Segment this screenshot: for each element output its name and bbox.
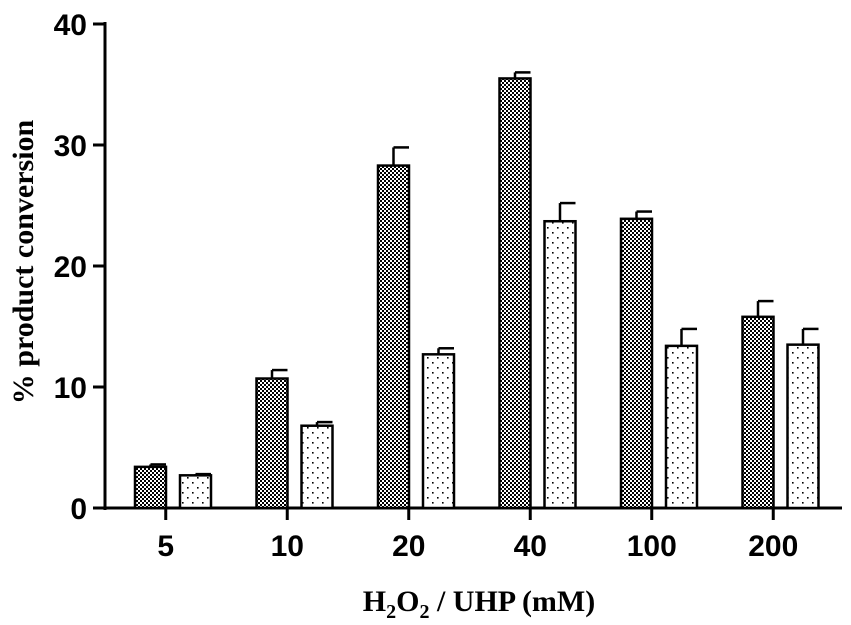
bar-dotted — [300, 424, 334, 510]
y-tick-label: 10 — [54, 372, 87, 405]
bar-checkered — [133, 465, 168, 510]
bar-dotted — [786, 343, 820, 510]
x-tick-label: 10 — [271, 530, 304, 563]
x-tick-label: 40 — [514, 530, 547, 563]
bar-checkered — [741, 315, 775, 510]
bar-dotted — [178, 474, 213, 510]
bar-checkered — [255, 377, 289, 510]
tick-labels: 0 10 20 30 40 5 10 20 40 100 200 — [54, 9, 799, 563]
bar-dotted — [421, 353, 456, 510]
x-axis-title-h: H — [363, 585, 386, 618]
x-axis-title-sub1: 2 — [386, 601, 396, 623]
bar-dotted — [543, 219, 577, 510]
bar-dotted — [664, 344, 699, 510]
x-tick-label: 200 — [748, 530, 798, 563]
bar-checkered — [498, 77, 532, 510]
x-tick-label: 20 — [392, 530, 425, 563]
x-axis-title-rest: / UHP (mM) — [429, 585, 595, 618]
bars — [133, 71, 820, 510]
y-axis-title: % product conversion — [7, 119, 40, 404]
y-tick-label: 0 — [70, 493, 87, 526]
bar-checkered — [376, 164, 411, 510]
y-tick-label: 20 — [54, 251, 87, 284]
x-tick-label: 5 — [157, 530, 174, 563]
y-tick-label: 30 — [54, 130, 87, 163]
y-tick-label: 40 — [54, 9, 87, 42]
bar-checkered — [619, 217, 654, 510]
x-axis-title-sub2: 2 — [419, 601, 429, 623]
x-axis-title-o: O — [396, 585, 419, 618]
x-tick-label: 100 — [627, 530, 677, 563]
axes — [93, 22, 842, 520]
x-axis-title: H2O2 / UHP (mM) — [363, 585, 595, 623]
